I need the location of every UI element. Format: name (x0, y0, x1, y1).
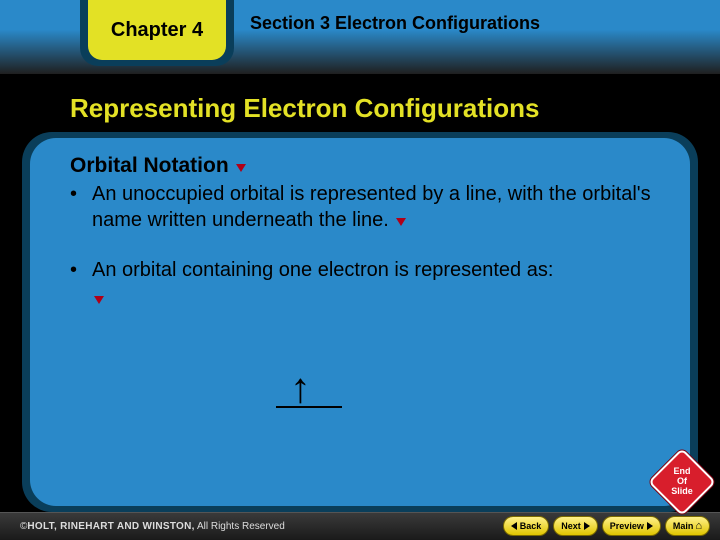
footer-bar: ©HOLT, RINEHART AND WINSTON, All Rights … (0, 512, 720, 540)
home-icon: ⌂ (695, 520, 702, 532)
chevron-right-icon (647, 522, 653, 530)
orbital-diagram: ↑ (290, 368, 311, 410)
bullet-2-text: An orbital containing one electron is re… (92, 259, 553, 281)
bullet-1: • An unoccupied orbital is represented b… (70, 181, 670, 233)
main-button[interactable]: Main⌂ (665, 516, 710, 536)
body-text: Orbital Notation • An unoccupied orbital… (70, 152, 670, 311)
main-label: Main (673, 521, 694, 531)
nav-buttons: Back Next Preview Main⌂ (503, 516, 710, 536)
bullet-1-text: An unoccupied orbital is represented by … (92, 183, 651, 231)
section-label: Section 3 Electron Configurations (250, 13, 540, 34)
chevron-left-icon (511, 522, 517, 530)
back-button[interactable]: Back (503, 516, 550, 536)
chevron-right-icon (584, 522, 590, 530)
chapter-tab: Chapter 4 (88, 0, 226, 60)
next-button[interactable]: Next (553, 516, 598, 536)
copyright-text: ©HOLT, RINEHART AND WINSTON, All Rights … (20, 521, 285, 532)
anim-marker-icon (94, 296, 104, 304)
chapter-label: Chapter 4 (111, 19, 203, 42)
anim-marker-icon (236, 164, 246, 172)
next-label: Next (561, 521, 581, 531)
preview-label: Preview (610, 521, 644, 531)
back-label: Back (520, 521, 542, 531)
up-arrow-icon: ↑ (290, 368, 311, 410)
anim-marker-icon (396, 218, 406, 226)
page-title: Representing Electron Configurations (70, 93, 540, 124)
bullet-2: • An orbital containing one electron is … (70, 257, 670, 283)
orbital-line (276, 406, 342, 408)
subheading: Orbital Notation (70, 152, 229, 179)
preview-button[interactable]: Preview (602, 516, 661, 536)
